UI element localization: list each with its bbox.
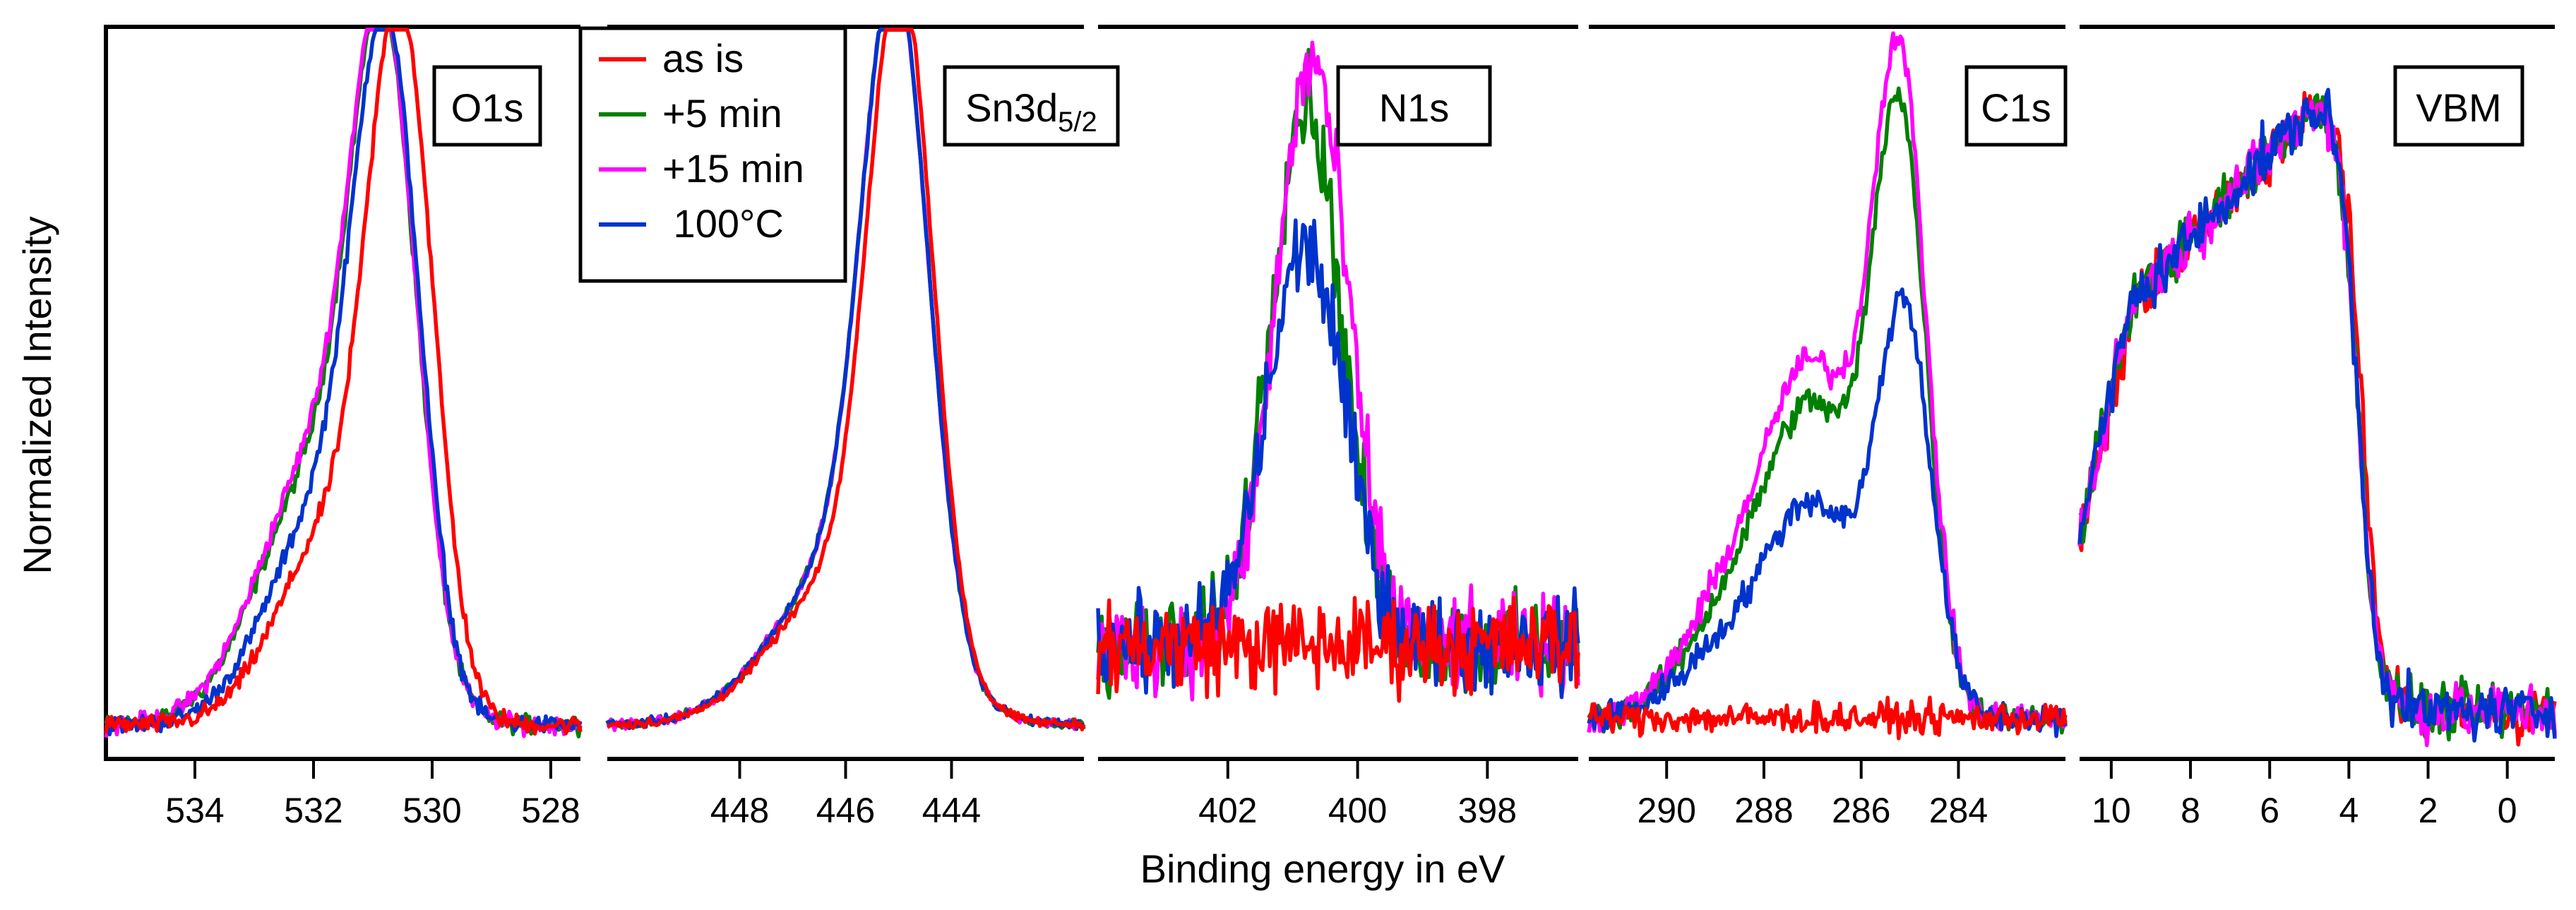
series-line-100-c [2077, 88, 2557, 743]
panel-n1s: 402 400 398 N1s [1096, 25, 1580, 830]
panel-label: Sn3d5/2 [965, 85, 1097, 138]
panel-vbm: 10 8 6 4 2 0 VBM [2077, 25, 2557, 830]
y-axis-label: Normalized Intensity [15, 216, 59, 574]
panel-label: O1s [451, 85, 524, 130]
x-tick-label: 284 [1929, 791, 1988, 830]
x-tick-label: 530 [402, 791, 461, 830]
x-axis-label: Binding energy in eV [1140, 846, 1505, 891]
panel-c1s: 290 288 286 284 C1s [1587, 25, 2068, 830]
panel-o1s: 534 532 530 528 O1s [104, 25, 583, 830]
x-tick-label: 4 [2339, 791, 2359, 830]
legend-label: +15 min [662, 146, 804, 191]
panel-sn3d: 448 446 444 Sn3d5/2 [605, 25, 1120, 830]
x-tick-label: 444 [922, 791, 981, 830]
panel-label: N1s [1379, 85, 1450, 130]
x-tick-label: 402 [1198, 791, 1257, 830]
x-tick-label: 528 [521, 791, 580, 830]
legend-label: 100°C [662, 201, 784, 246]
panel-label-subscript: 5/2 [1058, 107, 1097, 138]
series-line-as-is [1587, 695, 2068, 741]
legend-box [578, 26, 847, 283]
panel-label-box [432, 65, 542, 147]
legend: as is +5 min +15 min 100°C [578, 26, 847, 283]
legend-label: as is [662, 36, 744, 80]
panel-label-box [2393, 65, 2524, 147]
x-tick-label: 10 [2092, 791, 2131, 830]
x-tick-label: 446 [816, 791, 875, 830]
x-tick-label: 532 [284, 791, 342, 830]
panel-label-box [1964, 65, 2068, 147]
x-tick-label: 288 [1734, 791, 1793, 830]
panel-label: C1s [1981, 85, 2051, 130]
panel-label: VBM [2416, 85, 2501, 130]
series-line-as-is [104, 28, 583, 736]
panel-label-box [1336, 65, 1492, 147]
x-tick-label: 398 [1458, 791, 1517, 830]
x-tick-label: 290 [1637, 791, 1695, 830]
series-line-as-is [606, 28, 1086, 731]
x-tick-label: 400 [1328, 791, 1387, 830]
series-line-100-c [1096, 218, 1580, 700]
x-tick-label: 8 [2181, 791, 2200, 830]
x-tick-label: 0 [2498, 791, 2517, 830]
x-tick-label: 286 [1832, 791, 1890, 830]
x-tick-label: 2 [2419, 791, 2438, 830]
legend-label: +5 min [662, 91, 782, 136]
series-line-as-is [1096, 595, 1580, 703]
x-tick-label: 6 [2260, 791, 2279, 830]
panel-label-box [943, 65, 1120, 147]
x-tick-label: 448 [710, 791, 769, 830]
x-tick-label: 534 [165, 791, 224, 830]
